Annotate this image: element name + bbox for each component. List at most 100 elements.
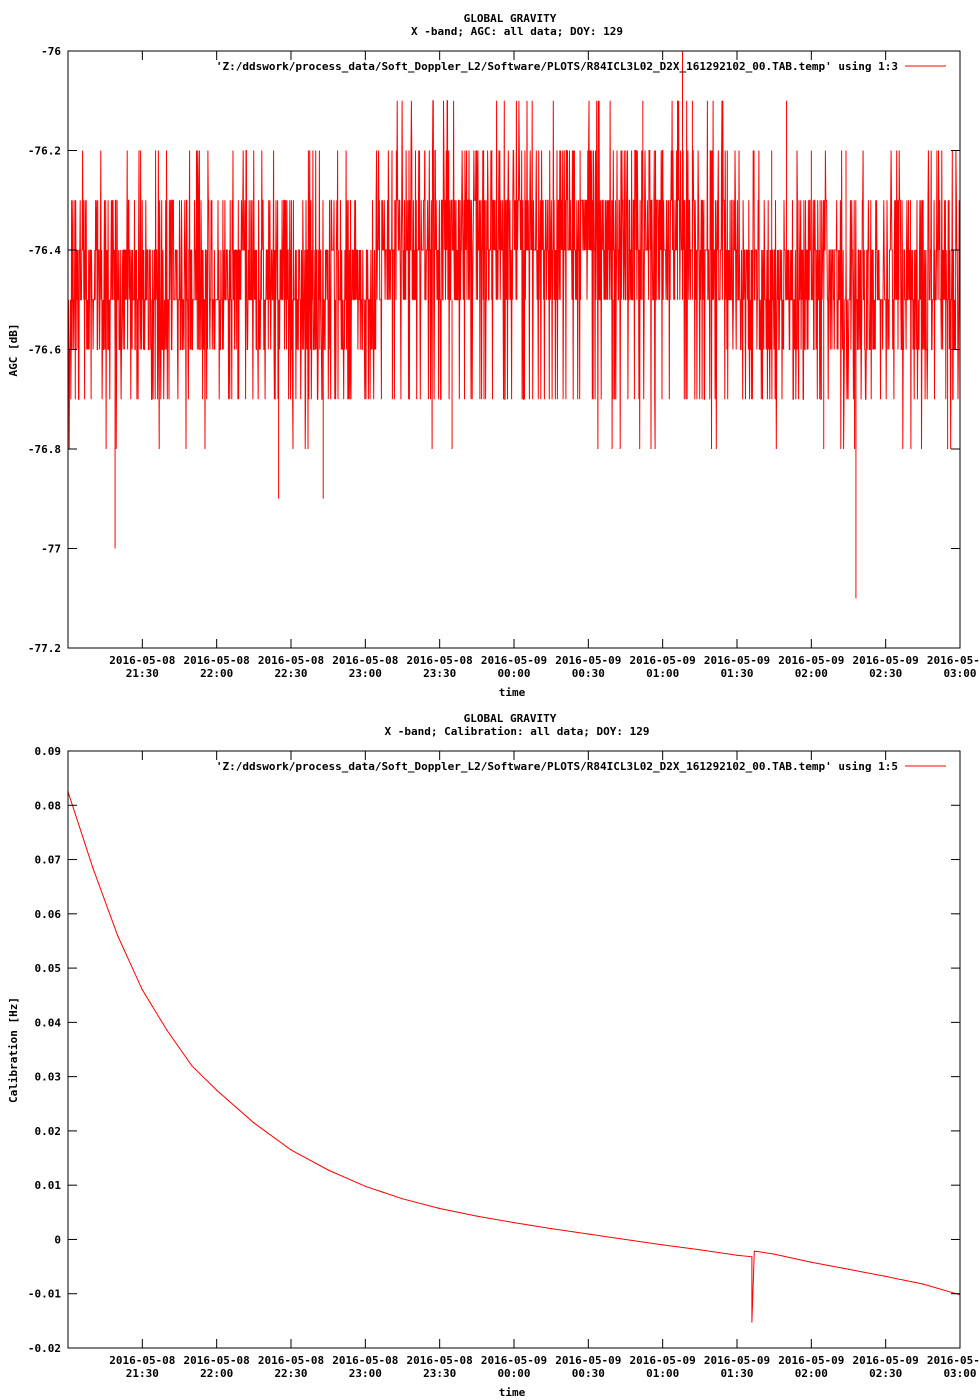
x-tick-time-label: 03:00 [943,1367,976,1380]
calibration-data-point [476,1215,478,1217]
y-tick-label: -76 [41,45,61,58]
calibration-data-point [253,1122,255,1124]
y-tick-label: -0.02 [28,1342,61,1355]
calibration-data-point [756,1250,758,1252]
x-tick-date-label: 2016-05-09 [630,1354,696,1367]
calibration-series-line [67,791,961,1322]
calibration-data-point [364,1185,366,1187]
x-tick-date-label: 2016-05-05 [927,654,980,667]
x-tick-time-label: 02:30 [869,667,902,680]
calibration-data-point [810,1261,812,1263]
calibration-y-axis: 0.09 0.08 0.07 0.06 0.05 0.04 0.03 0.02 0.01 0 -0.… [28,745,960,1355]
calibration-data-point [216,1089,218,1091]
calibration-data-point [513,1222,515,1224]
calibration-data-point [753,1250,755,1252]
x-tick-time-label: 02:00 [795,667,828,680]
x-tick-date-label: 2016-05-08 [184,654,250,667]
x-tick-time-label: 03:00 [943,667,976,680]
x-tick-time-label: 23:30 [423,667,456,680]
x-tick-time-label: 01:00 [646,667,679,680]
calibration-data-point [751,1256,753,1258]
calibration-data-point [885,1275,887,1277]
x-tick-time-label: 22:00 [200,1367,233,1380]
x-tick-time-label: 00:30 [572,667,605,680]
calibration-data-point [736,1254,738,1256]
calibration-legend-label: 'Z:/ddswork/process_data/Soft_Doppler_L2… [216,760,898,773]
x-tick-time-label: 22:30 [274,667,307,680]
agc-x-axis-label: time [499,686,526,699]
calibration-data-point [439,1207,441,1210]
calibration-data-point [191,1065,193,1067]
agc-y-axis: -76 -76.2 -76.4 -76.6 -76.8 -77 -77.2 [28,45,960,655]
calibration-legend: 'Z:/ddswork/process_data/Soft_Doppler_L2… [216,760,946,773]
agc-data-layer [67,51,961,599]
x-tick-time-label: 01:30 [720,1367,753,1380]
y-tick-label: 0 [54,1233,61,1246]
agc-chart: GLOBAL GRAVITY X -band; AGC: all data; D… [7,12,980,699]
y-tick-label: 0.03 [35,1071,62,1084]
x-tick-date-label: 2016-05-08 [109,654,175,667]
x-tick-date-label: 2016-05-08 [184,1354,250,1367]
calibration-chart-title: GLOBAL GRAVITY [464,712,557,725]
agc-x-axis: 2016-05-0821:302016-05-0822:002016-05-08… [109,51,980,680]
x-tick-time-label: 02:00 [795,1367,828,1380]
y-tick-label: 0.08 [35,799,62,812]
x-tick-date-label: 2016-05-09 [555,1354,621,1367]
y-tick-label: 0.01 [35,1179,62,1192]
x-tick-time-label: 00:30 [572,1367,605,1380]
calibration-data-point [550,1228,552,1230]
x-tick-time-label: 02:30 [869,1367,902,1380]
x-tick-time-label: 00:00 [497,667,530,680]
x-tick-date-label: 2016-05-09 [853,654,919,667]
x-tick-date-label: 2016-05-09 [853,1354,919,1367]
calibration-data-point [773,1253,775,1255]
calibration-y-axis-label: Calibration [Hz] [7,997,20,1103]
x-tick-date-label: 2016-05-09 [778,654,844,667]
calibration-data-point [401,1198,404,1200]
agc-legend-label: 'Z:/ddswork/process_data/Soft_Doppler_L2… [216,60,898,73]
calibration-data-point [624,1238,627,1241]
x-tick-time-label: 01:00 [646,1367,679,1380]
y-tick-label: 0.04 [35,1016,62,1029]
x-tick-date-label: 2016-05-08 [407,654,473,667]
x-tick-time-label: 21:30 [126,1367,159,1380]
calibration-data-point [117,934,119,937]
x-tick-time-label: 00:00 [497,1367,530,1380]
x-tick-date-label: 2016-05-09 [481,1354,547,1367]
x-tick-date-label: 2016-05-08 [407,1354,473,1367]
calibration-chart: GLOBAL GRAVITY X -band; Calibration: all… [7,712,980,1399]
x-tick-date-label: 2016-05-08 [332,654,398,667]
y-tick-label: 0.07 [35,854,62,867]
y-tick-label: 0.02 [35,1125,62,1138]
calibration-x-axis: 2016-05-0821:302016-05-0822:002016-05-08… [109,751,980,1380]
x-tick-date-label: 2016-05-08 [109,1354,175,1367]
y-tick-label: -76.4 [28,244,61,257]
x-tick-date-label: 2016-05-09 [704,654,770,667]
calibration-data-point [699,1249,701,1251]
y-tick-label: 0.06 [35,908,62,921]
y-tick-label: -0.01 [28,1288,61,1301]
calibration-data-point [166,1029,168,1032]
x-tick-time-label: 23:30 [423,1367,456,1380]
calibration-data-point [662,1244,664,1246]
calibration-x-axis-label: time [499,1386,526,1399]
x-tick-time-label: 21:30 [126,667,159,680]
calibration-data-point [922,1283,924,1285]
y-tick-label: -76.2 [28,145,61,158]
agc-series-noise [67,100,961,450]
agc-legend: 'Z:/ddswork/process_data/Soft_Doppler_L2… [216,60,946,73]
x-tick-time-label: 01:30 [720,667,753,680]
x-tick-date-label: 2016-05-08 [332,1354,398,1367]
x-tick-time-label: 23:00 [349,1367,382,1380]
calibration-data-point [141,989,143,991]
x-tick-date-label: 2016-05-09 [778,1354,844,1367]
y-tick-label: 0.09 [35,745,62,758]
x-tick-date-label: 2016-05-09 [481,654,547,667]
x-tick-date-label: 2016-05-08 [258,1354,324,1367]
x-tick-date-label: 2016-05-08 [258,654,324,667]
calibration-data-point [327,1169,329,1171]
x-tick-time-label: 22:30 [274,1367,307,1380]
y-tick-label: 0.05 [35,962,62,975]
calibration-data-point [751,1321,753,1323]
